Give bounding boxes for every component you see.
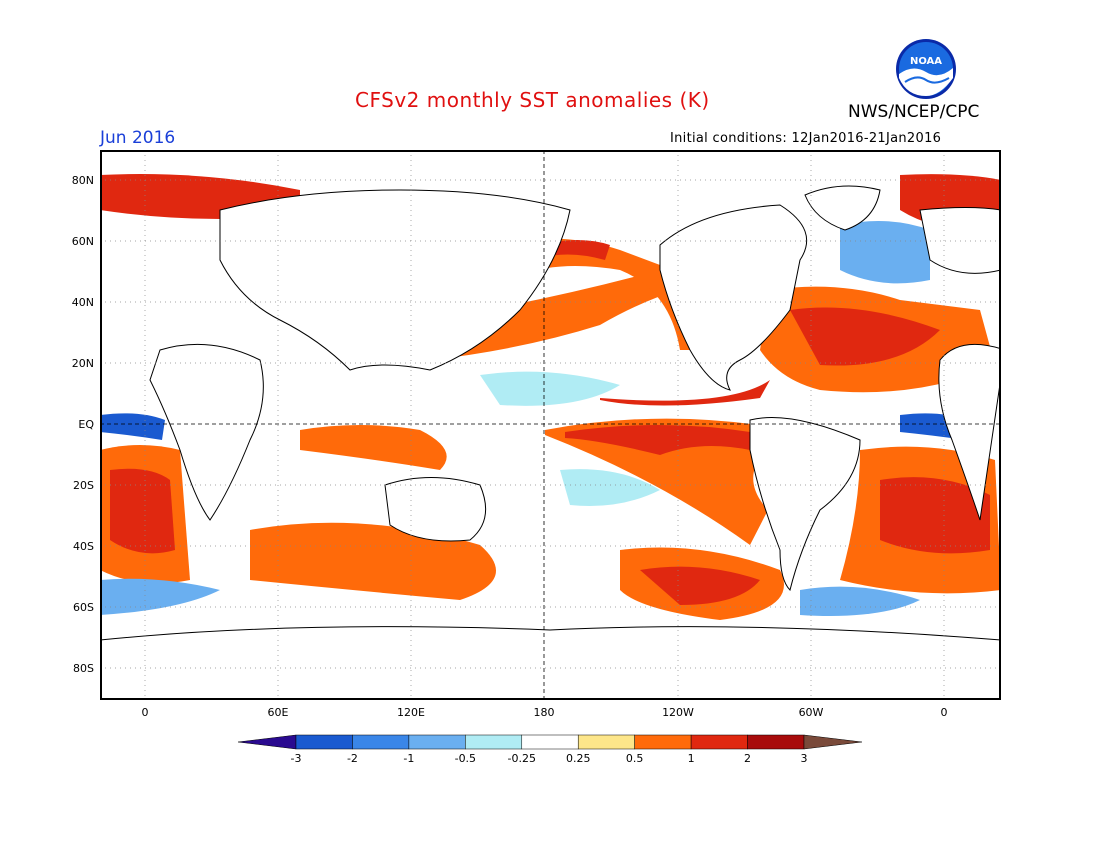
land-north-america bbox=[659, 204, 808, 391]
colorbar-segment bbox=[690, 734, 748, 750]
south-atlantic-warm-core bbox=[880, 477, 990, 554]
colorbar-segment bbox=[577, 734, 635, 750]
land-masses bbox=[100, 185, 1001, 700]
colorbar-segment bbox=[295, 734, 353, 750]
lat-label-60s: 60S bbox=[73, 601, 94, 614]
colorbar-tick-label: -1 bbox=[403, 752, 415, 765]
forecast-month: Jun 2016 bbox=[100, 128, 176, 148]
colorbar-tick-label: 1 bbox=[687, 752, 695, 765]
south-indian-warm-core bbox=[110, 468, 175, 554]
colorbar-segment bbox=[352, 734, 410, 750]
land-greenland bbox=[804, 185, 881, 231]
organization-label: NWS/NCEP/CPC bbox=[848, 102, 980, 122]
lon-label-0-west: 0 bbox=[141, 706, 149, 719]
lon-label-60w: 60W bbox=[798, 706, 824, 719]
colorbar-segment bbox=[634, 734, 692, 750]
lon-label-120e: 120E bbox=[397, 706, 425, 719]
north-atlantic-cool bbox=[840, 221, 930, 284]
land-antarctica bbox=[100, 626, 1001, 700]
strong-warm-pacific bbox=[565, 425, 750, 455]
lon-label-180: 180 bbox=[533, 706, 555, 719]
north-atlantic-warm-core bbox=[790, 307, 940, 366]
lat-label-40s: 40S bbox=[73, 540, 94, 553]
colorbar bbox=[238, 734, 862, 750]
colorbar-tick-label: 0.5 bbox=[625, 752, 644, 765]
lat-label-40n: 40N bbox=[71, 296, 94, 309]
colorbar-segment bbox=[408, 734, 466, 750]
north-pacific-warm-arc bbox=[500, 238, 700, 350]
lat-label-20s: 20S bbox=[73, 479, 94, 492]
initial-conditions: Initial conditions: 12Jan2016-21Jan2016 bbox=[670, 131, 942, 146]
map-title: CFSv2 monthly SST anomalies (K) bbox=[355, 88, 710, 112]
colorbar-tick-label: 0.25 bbox=[565, 752, 591, 765]
warm-northeast-pacific bbox=[600, 380, 770, 406]
south-pacific-cool bbox=[560, 469, 660, 506]
atlantic-cold-tongue-west bbox=[100, 413, 165, 440]
land-africa bbox=[149, 343, 264, 521]
lon-label-60e: 60E bbox=[267, 706, 289, 719]
southern-ocean-cool-east bbox=[800, 586, 920, 616]
colorbar-tick-label: 2 bbox=[744, 752, 752, 765]
sst-anomaly-map bbox=[100, 150, 1001, 700]
colorbar-segment bbox=[521, 734, 579, 750]
land-south-america bbox=[749, 417, 861, 591]
colorbar-tick-label: 3 bbox=[800, 752, 808, 765]
lat-label-60n: 60N bbox=[71, 235, 94, 248]
lon-label-0-east: 0 bbox=[940, 706, 948, 719]
southern-pacific-warm-core bbox=[640, 566, 760, 605]
lat-label-20n: 20N bbox=[71, 357, 94, 370]
anomaly-shading bbox=[100, 174, 1001, 620]
noaa-logo: NOAA bbox=[896, 39, 956, 99]
lat-label-eq: EQ bbox=[78, 418, 94, 431]
svg-text:NOAA: NOAA bbox=[910, 56, 942, 67]
lat-label-80s: 80S bbox=[73, 662, 94, 675]
warm-pacific-region bbox=[545, 418, 768, 545]
graticule bbox=[100, 150, 1001, 700]
land-australia bbox=[384, 477, 487, 542]
southern-ocean-cool-west bbox=[100, 578, 220, 615]
colorbar-tick-label: -3 bbox=[290, 752, 302, 765]
maritime-continent-warm bbox=[300, 425, 447, 470]
colorbar-tick-label: -2 bbox=[346, 752, 358, 765]
colorbar-tick-label: -0.25 bbox=[507, 752, 536, 765]
land-eurasia bbox=[219, 189, 571, 371]
land-africa-east bbox=[938, 343, 1001, 521]
colorbar-tick-label: -0.5 bbox=[454, 752, 477, 765]
colorbar-segment-min bbox=[238, 734, 297, 750]
colorbar-segment bbox=[465, 734, 523, 750]
colorbar-segment bbox=[747, 734, 805, 750]
land-europe-east bbox=[919, 207, 1001, 274]
map-frame bbox=[100, 150, 1001, 700]
colorbar-segment-max bbox=[803, 734, 862, 750]
southern-ocean-warm bbox=[250, 522, 496, 600]
tropical-north-pacific-cool bbox=[480, 371, 620, 406]
lon-label-120w: 120W bbox=[662, 706, 694, 719]
lat-label-80n: 80N bbox=[71, 174, 94, 187]
